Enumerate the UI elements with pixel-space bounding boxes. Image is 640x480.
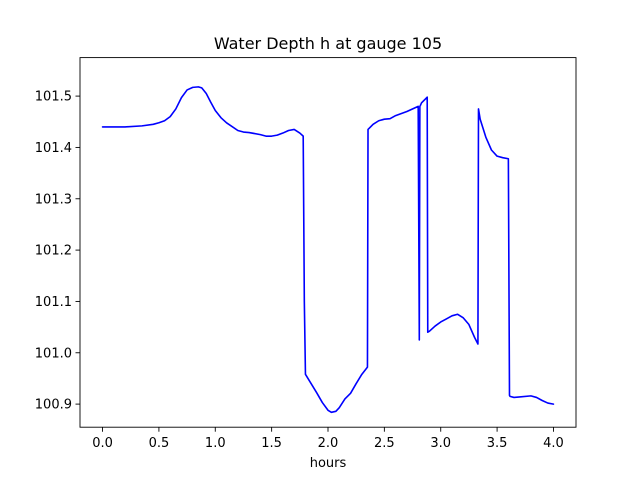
x-tick-label: 2.0 [318, 436, 339, 451]
y-tick-label: 101.3 [35, 192, 72, 207]
x-tick-label: 1.5 [261, 436, 282, 451]
y-tick-label: 101.1 [35, 295, 72, 310]
y-tick-label: 101.4 [35, 141, 72, 156]
x-tick-label: 3.5 [487, 436, 508, 451]
x-axis-title: hours [310, 456, 347, 471]
chart-title: Water Depth h at gauge 105 [214, 34, 442, 53]
y-tick-label: 101.0 [35, 346, 72, 361]
x-tick-label: 0.0 [92, 436, 113, 451]
x-tick-label: 2.5 [374, 436, 395, 451]
ticks-layer: 0.0 0.5 1.0 1.5 2.0 2.5 3.0 3.5 4.0 100.9 101.0 101… [35, 90, 564, 452]
series-line [101, 86, 555, 414]
y-tick-label: 101.2 [35, 244, 72, 259]
x-tick-label: 1.0 [205, 436, 226, 451]
y-tick-label: 101.5 [35, 90, 72, 105]
axes-frame [79, 57, 577, 428]
x-tick-label: 3.0 [430, 436, 451, 451]
y-tick-label: 100.9 [35, 398, 72, 413]
x-tick-label: 4.0 [543, 436, 564, 451]
x-tick-label: 0.5 [149, 436, 170, 451]
